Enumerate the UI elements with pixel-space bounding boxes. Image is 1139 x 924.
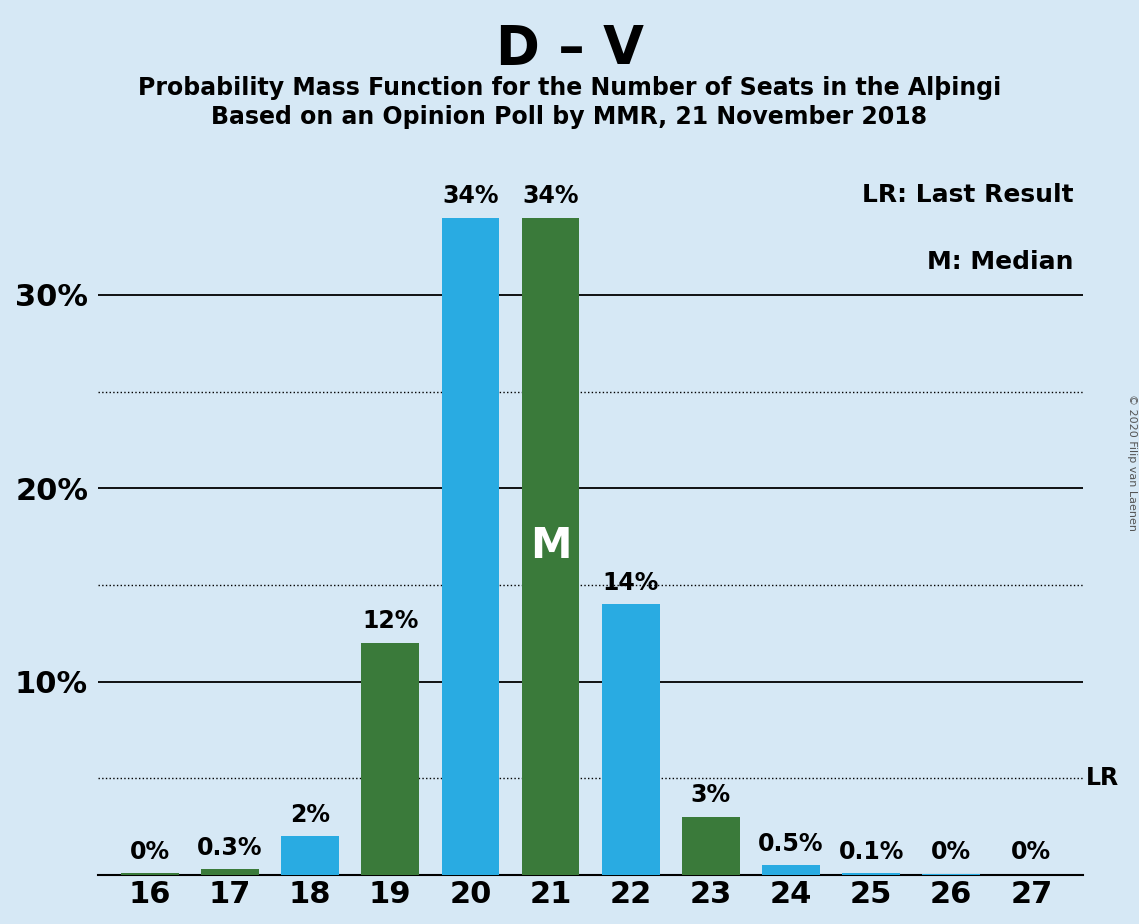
Bar (442, 217, 499, 875)
Text: 0.3%: 0.3% (197, 835, 263, 859)
Text: 14%: 14% (603, 571, 658, 595)
Text: D – V: D – V (495, 23, 644, 75)
Bar (522, 217, 580, 875)
Text: 0%: 0% (130, 840, 170, 864)
Text: 0.1%: 0.1% (838, 840, 903, 864)
Bar (202, 869, 259, 875)
Bar (121, 873, 179, 875)
Bar (842, 873, 900, 875)
Bar (601, 604, 659, 875)
Bar (762, 866, 820, 875)
Bar (923, 874, 980, 875)
Text: Probability Mass Function for the Number of Seats in the Alþingi: Probability Mass Function for the Number… (138, 76, 1001, 100)
Text: 0.5%: 0.5% (759, 832, 823, 856)
Text: Based on an Opinion Poll by MMR, 21 November 2018: Based on an Opinion Poll by MMR, 21 Nove… (212, 105, 927, 129)
Text: 2%: 2% (290, 803, 330, 827)
Text: LR: Last Result: LR: Last Result (862, 183, 1074, 207)
Text: 12%: 12% (362, 609, 418, 633)
Text: 34%: 34% (523, 184, 579, 208)
Text: 34%: 34% (442, 184, 499, 208)
Bar (281, 836, 339, 875)
Bar (682, 817, 739, 875)
Text: © 2020 Filip van Laenen: © 2020 Filip van Laenen (1126, 394, 1137, 530)
Text: 0%: 0% (1011, 840, 1051, 864)
Bar (361, 643, 419, 875)
Text: M: M (530, 526, 572, 567)
Text: M: Median: M: Median (927, 249, 1074, 274)
Text: 0%: 0% (932, 840, 972, 864)
Text: 3%: 3% (690, 784, 731, 808)
Text: LR: LR (1085, 766, 1118, 790)
